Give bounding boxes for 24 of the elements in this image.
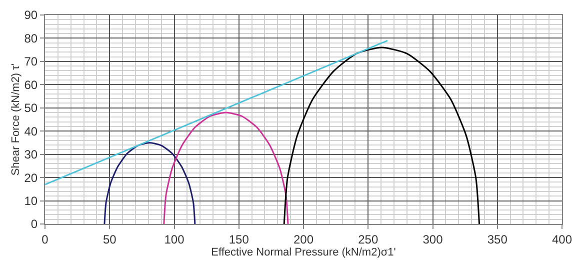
y-tick-label: 70 [24, 54, 38, 69]
y-tick-label: 0 [30, 217, 38, 232]
x-tick-label: 150 [228, 232, 250, 246]
line-series [104, 142, 196, 224]
y-axis-title: Shear Force (kN/m2) τ' [10, 63, 22, 176]
y-tick-label: 20 [24, 170, 38, 185]
line-series [283, 46, 480, 224]
x-tick-label: 0 [42, 232, 49, 246]
x-tick-label: 50 [102, 232, 117, 246]
y-tick-label: 90 [24, 8, 38, 22]
y-tick-label: 30 [24, 148, 38, 162]
x-tick-label: 250 [358, 232, 378, 246]
x-tick-label: 100 [164, 232, 185, 246]
x-axis-title: Effective Normal Pressure (kN/m2)σ1' [211, 246, 396, 259]
x-tick-label: 300 [422, 232, 444, 246]
x-tick-label: 350 [487, 232, 508, 246]
y-tick-label: 50 [24, 101, 38, 116]
y-tick-label: 60 [24, 78, 38, 92]
y-tick-label: 80 [24, 31, 38, 46]
y-tick-label: 10 [24, 194, 38, 208]
line-series [163, 112, 289, 224]
x-tick-label: 200 [293, 232, 314, 246]
x-tick-label: 400 [552, 232, 572, 246]
y-tick-label: 40 [24, 124, 38, 138]
